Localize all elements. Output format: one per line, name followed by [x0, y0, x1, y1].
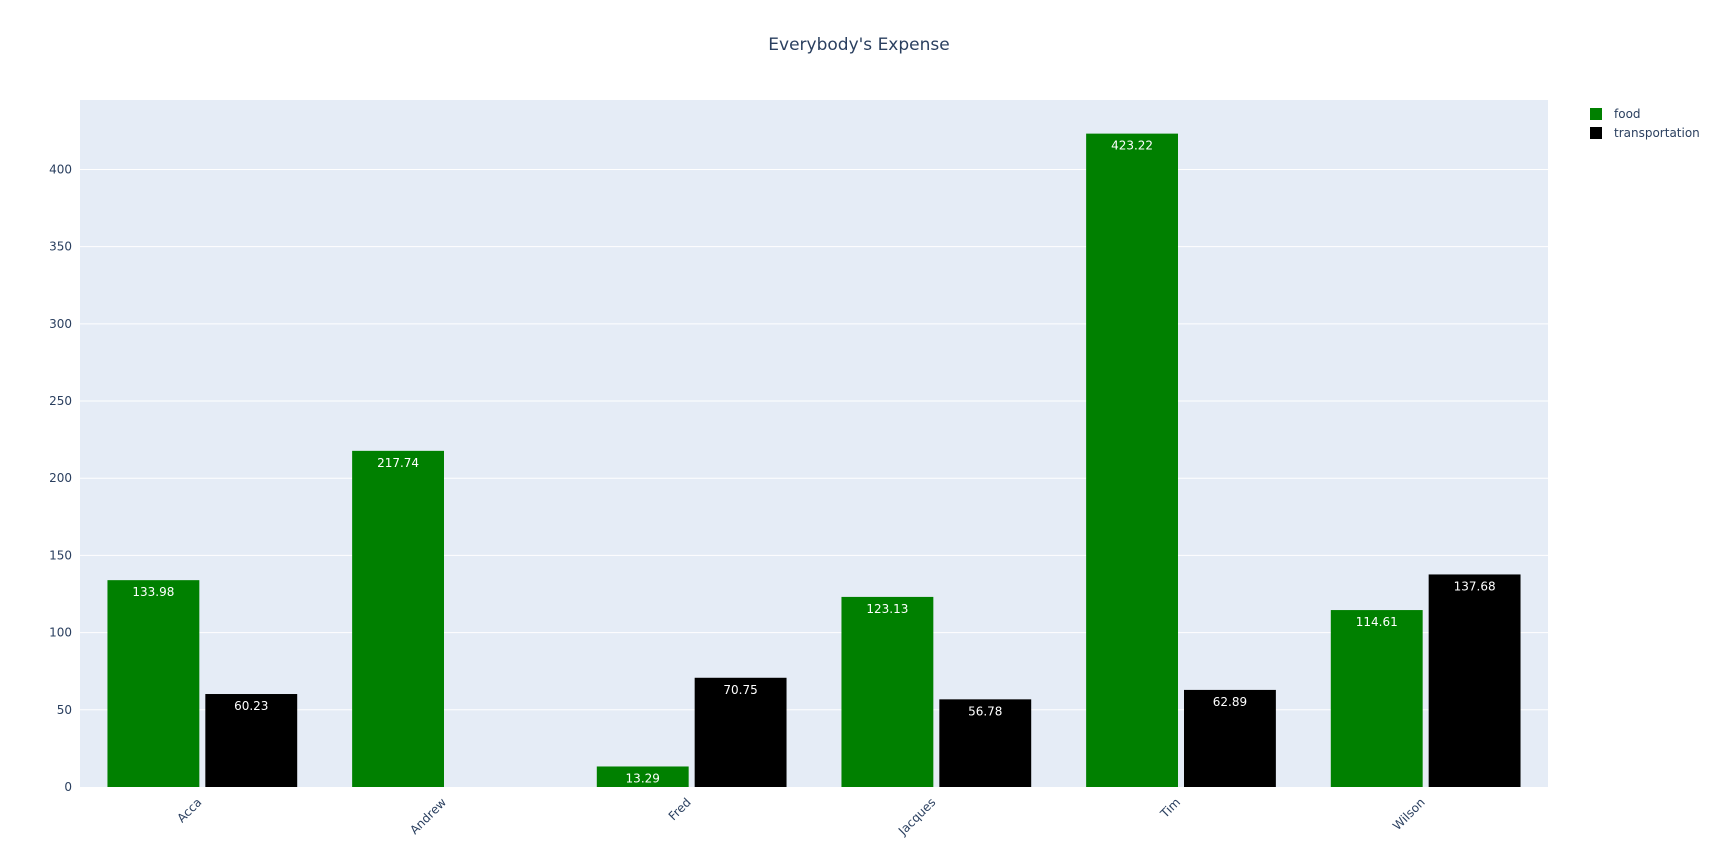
y-tick-label: 200: [49, 471, 72, 485]
legend[interactable]: food transportation: [1590, 107, 1700, 140]
legend-item-food[interactable]: food: [1590, 107, 1641, 121]
y-tick-label: 50: [57, 703, 72, 717]
legend-label: food: [1614, 107, 1641, 121]
y-tick-label: 300: [49, 317, 72, 331]
legend-swatch: [1590, 127, 1602, 139]
plot-background: [80, 100, 1548, 787]
bar-value-label: 137.68: [1454, 579, 1496, 593]
bars: [107, 133, 1521, 788]
bar-food-wilson[interactable]: [1330, 610, 1423, 787]
chart-title: Everybody's Expense: [768, 35, 949, 55]
x-axis: Acca Andrew Fred Jacques Tim Wilson: [174, 795, 1427, 839]
y-axis: 0 50 100 150 200 250 300 350 400: [49, 162, 72, 794]
bar-value-label: 13.29: [626, 771, 660, 785]
bar-value-label: 60.23: [234, 699, 268, 713]
x-tick-label: Fred: [666, 795, 694, 823]
bar-transportation-tim[interactable]: [1184, 689, 1276, 787]
bar-transportation-fred[interactable]: [694, 677, 787, 787]
legend-label: transportation: [1614, 126, 1700, 140]
bar-transportation-acca[interactable]: [205, 694, 298, 787]
bar-value-label: 133.98: [132, 585, 174, 599]
bar-value-label: 123.13: [866, 602, 908, 616]
bar-value-label: 62.89: [1213, 695, 1247, 709]
y-tick-label: 150: [49, 548, 72, 562]
bar-labels: 133.98 60.23 217.74 13.29 70.75 123.13 56.78 42…: [132, 139, 1495, 786]
x-tick-label: Wilson: [1390, 795, 1428, 833]
bar-food-tim[interactable]: [1086, 133, 1178, 788]
bar-value-label: 423.22: [1111, 139, 1153, 153]
y-tick-label: 350: [49, 240, 72, 254]
bar-value-label: 70.75: [723, 683, 757, 697]
legend-swatch: [1590, 108, 1602, 120]
y-tick-label: 100: [49, 626, 72, 640]
y-tick-label: 250: [49, 394, 72, 408]
bar-food-jacques[interactable]: [841, 596, 934, 787]
bar-value-label: 56.78: [968, 704, 1002, 718]
bar-value-label: 114.61: [1356, 615, 1398, 629]
x-tick-label: Tim: [1157, 795, 1183, 821]
x-tick-label: Andrew: [407, 795, 449, 837]
bar-food-fred[interactable]: [596, 766, 689, 787]
y-tick-label: 400: [49, 162, 72, 176]
bar-transportation-wilson[interactable]: [1428, 574, 1521, 787]
legend-item-transportation[interactable]: transportation: [1590, 126, 1700, 140]
bar-food-andrew[interactable]: [352, 450, 444, 787]
bar-food-acca[interactable]: [107, 580, 200, 787]
bar-value-label: 217.74: [377, 456, 419, 470]
y-tick-label: 0: [64, 780, 72, 794]
bar-transportation-jacques[interactable]: [939, 699, 1032, 787]
x-tick-label: Jacques: [895, 795, 938, 838]
gridlines: [80, 168, 1548, 711]
x-tick-label: Acca: [174, 795, 204, 825]
